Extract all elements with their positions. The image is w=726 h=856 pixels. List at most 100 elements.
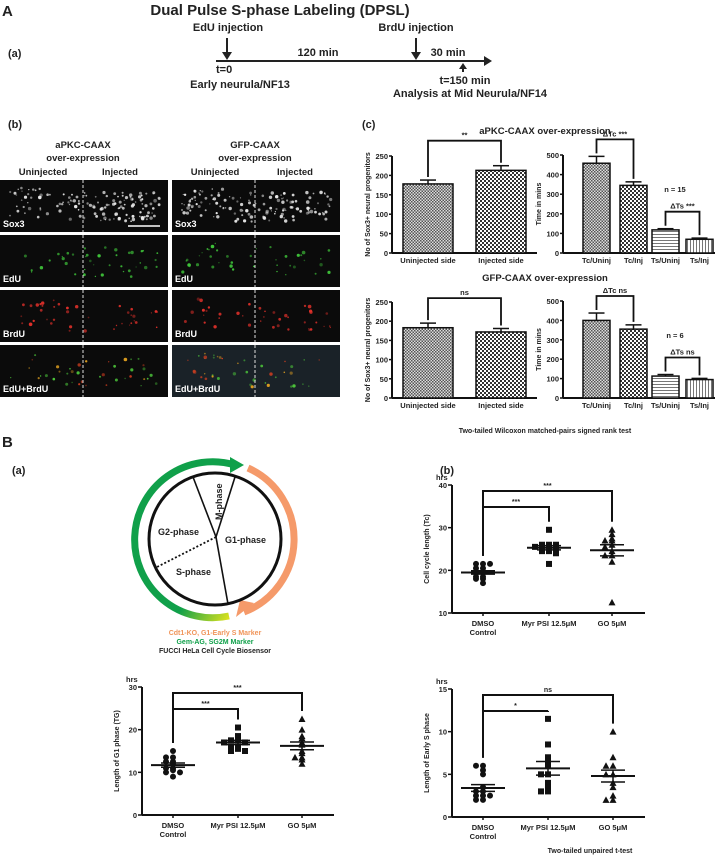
cell-signal (66, 372, 69, 375)
data-point (170, 748, 176, 754)
cell-signal (75, 305, 79, 309)
cell-signal (323, 325, 325, 328)
cell-signal (78, 214, 82, 218)
panel-label-Ba: (a) (12, 465, 26, 477)
micrograph-edu-apkc: EdU (0, 235, 168, 287)
data-point (602, 796, 610, 803)
cell-signal (66, 310, 70, 314)
cell-signal (139, 262, 142, 264)
data-point (487, 560, 493, 567)
cell-signal (279, 214, 283, 219)
cell-signal (131, 198, 134, 201)
data-point (480, 762, 486, 769)
cell-signal (62, 193, 65, 196)
g2-phase-label: G2-phase (158, 527, 199, 537)
cell-signal (327, 203, 330, 206)
cell-signal (37, 377, 40, 380)
cell-signal (260, 320, 262, 322)
cell-signal (299, 209, 303, 213)
cell-signal (149, 373, 153, 377)
cell-signal (270, 210, 272, 212)
cell-signal (307, 211, 311, 214)
x-tick-label: Myr PSI 12.5μM (520, 823, 575, 832)
data-point (609, 762, 617, 769)
legend-cdt1: Cdt1-KO, G1-Early S Marker (169, 630, 262, 637)
cell-signal (24, 212, 26, 215)
cell-signal (97, 254, 101, 258)
cell-signal (15, 205, 18, 208)
significance-label: ns (544, 687, 552, 694)
cell-signal (190, 197, 194, 200)
cell-signal (124, 219, 128, 223)
micrograph-background (172, 235, 340, 287)
cell-signal (85, 384, 87, 387)
cell-signal (58, 209, 62, 213)
n-annotation: n = 6 (666, 331, 683, 340)
cell-signal (41, 301, 45, 305)
cell-signal (249, 191, 253, 195)
cell-signal (31, 358, 34, 361)
y-tick-label: 30 (129, 683, 137, 692)
cell-signal (83, 247, 87, 250)
y-tick-label: 0 (384, 249, 388, 258)
timeline-panel: A Dual Pulse S-phase Labeling (DPSL) (a)… (2, 2, 548, 100)
data-point (538, 771, 544, 778)
cell-signal (250, 194, 252, 196)
cell-signal (247, 212, 251, 216)
data-point (480, 575, 486, 582)
data-point (480, 560, 486, 567)
cell-signal (57, 302, 61, 306)
data-point (235, 745, 241, 752)
cell-signal (85, 360, 88, 363)
x-tick-label: DMSO (472, 823, 495, 832)
phase-divider (192, 476, 217, 538)
data-point (546, 548, 552, 555)
cell-signal (303, 359, 305, 361)
cell-signal (237, 362, 239, 365)
cell-signal (188, 200, 192, 203)
data-point (228, 743, 234, 750)
cell-signal (104, 206, 107, 209)
cell-signal (213, 216, 215, 218)
cell-signal (300, 254, 303, 257)
micrograph-background (0, 345, 168, 397)
cell-signal (243, 359, 246, 362)
cell-signal (269, 206, 273, 210)
cell-signal (193, 195, 197, 199)
cell-signal (181, 270, 185, 274)
cell-signal (121, 322, 123, 325)
cell-signal (15, 194, 18, 196)
bar (402, 183, 454, 254)
cell-signal (319, 263, 323, 267)
significance-label: ns (460, 288, 469, 297)
cell-signal (134, 321, 138, 324)
cell-signal (254, 202, 257, 205)
cell-signal (39, 208, 42, 211)
data-point (553, 541, 559, 548)
cell-signal (129, 375, 132, 378)
cell-signal (34, 354, 37, 357)
cell-signal (239, 197, 242, 199)
cell-signal (318, 359, 320, 361)
cell-signal (149, 202, 153, 206)
cell-signal (101, 373, 105, 377)
cell-signal (199, 298, 203, 303)
cell-signal (105, 203, 109, 207)
channel-label: EdU+BrdU (175, 384, 220, 394)
ttest-note: Two-tailed unpaired t-test (548, 848, 633, 855)
cell-signal (183, 320, 187, 323)
cell-signal (204, 352, 206, 355)
cell-signal (276, 270, 278, 273)
x-tick-label: Uninjected side (400, 401, 455, 410)
cell-signal (218, 312, 222, 316)
micrograph-sox3-gfp: Sox3 (172, 180, 340, 232)
cell-signal (190, 204, 194, 208)
significance-label: ** (462, 131, 468, 140)
y-tick-label: 20 (439, 566, 447, 575)
data-point (170, 767, 176, 774)
cell-signal (188, 265, 191, 268)
data-point (163, 769, 169, 776)
cell-signal (145, 214, 149, 218)
cell-signal (121, 194, 124, 197)
y-axis-label: No of Sox3+ neural progenitors (365, 152, 372, 257)
